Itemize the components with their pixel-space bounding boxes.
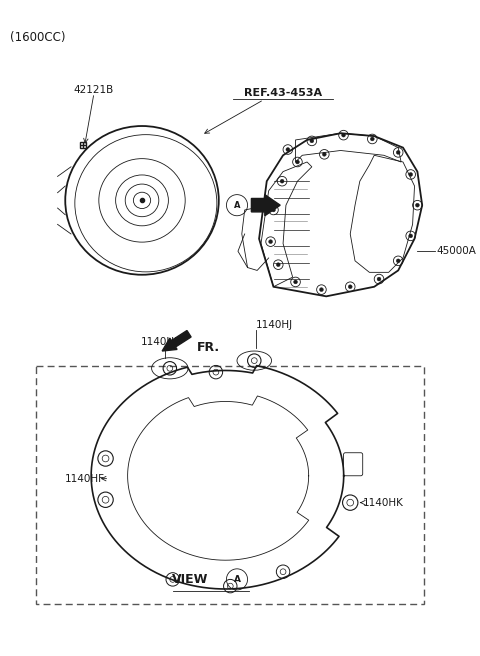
Circle shape (342, 133, 346, 137)
Text: A: A (233, 575, 240, 584)
Text: 1140HJ: 1140HJ (256, 320, 293, 330)
FancyArrow shape (162, 331, 191, 351)
Circle shape (296, 160, 300, 164)
Circle shape (371, 137, 374, 141)
Circle shape (294, 280, 298, 284)
Circle shape (269, 239, 273, 243)
Text: 1140HK: 1140HK (363, 498, 404, 508)
Circle shape (320, 288, 324, 291)
Text: 42121B: 42121B (74, 85, 114, 95)
Circle shape (272, 208, 276, 212)
Text: A: A (234, 201, 240, 210)
Circle shape (323, 152, 326, 156)
Text: (1600CC): (1600CC) (10, 31, 65, 43)
Circle shape (409, 234, 413, 238)
Circle shape (409, 173, 413, 176)
Circle shape (276, 263, 280, 266)
Circle shape (377, 277, 381, 281)
Circle shape (280, 179, 284, 183)
Circle shape (286, 148, 290, 152)
Text: FR.: FR. (197, 340, 220, 354)
Text: VIEW: VIEW (172, 573, 208, 586)
Circle shape (310, 139, 314, 143)
Circle shape (396, 150, 400, 154)
Text: REF.43-453A: REF.43-453A (244, 88, 322, 98)
FancyArrow shape (252, 195, 280, 216)
Text: 1140HJ: 1140HJ (141, 337, 178, 347)
Text: 45000A: 45000A (437, 246, 477, 256)
Circle shape (396, 259, 400, 263)
Circle shape (416, 203, 420, 207)
Bar (36, 367, 424, 604)
Circle shape (348, 285, 352, 289)
Text: 1140HF: 1140HF (65, 474, 105, 483)
